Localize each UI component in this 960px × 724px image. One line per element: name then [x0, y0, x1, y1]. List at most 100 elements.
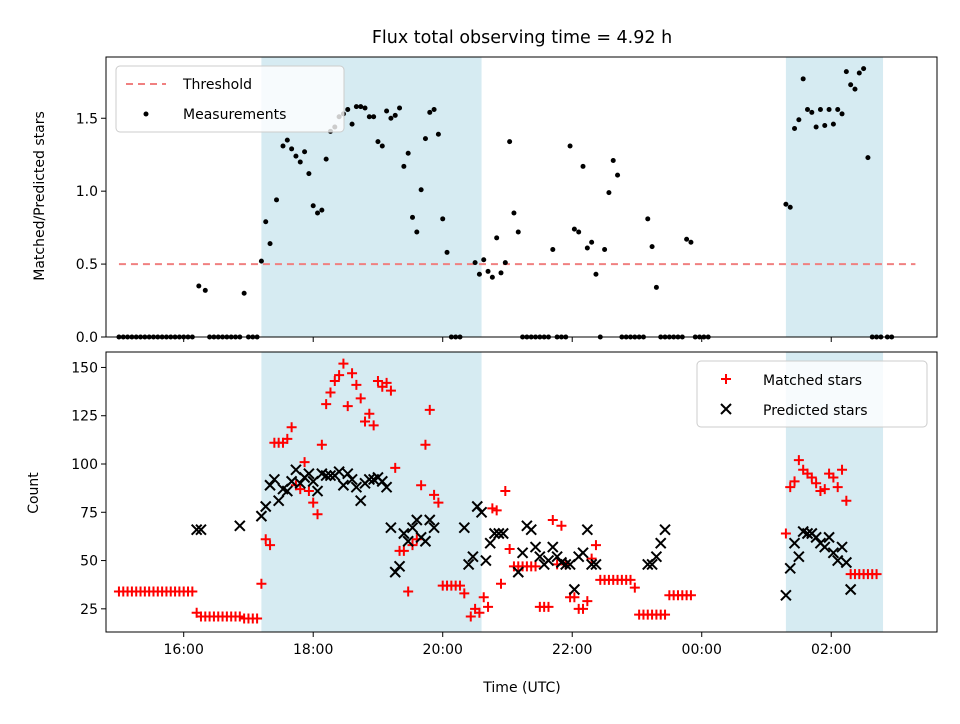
matched-point [360, 416, 371, 427]
measurement-point [813, 124, 819, 130]
measurement-point [289, 146, 295, 152]
matched-point [491, 505, 502, 516]
legend-box [696, 360, 928, 428]
measurement-point [826, 107, 832, 112]
y-tick-label: 150 [71, 360, 98, 376]
predicted-point [363, 473, 376, 486]
y-tick-label: 1.0 [76, 184, 98, 200]
y-tick-label: 0.5 [76, 257, 98, 273]
matched-point [660, 609, 671, 620]
measurement-point [392, 112, 398, 118]
measurement-point [284, 137, 290, 143]
legend-label: Threshold [182, 77, 252, 93]
measurement-point [293, 153, 299, 159]
predicted-point [462, 558, 475, 571]
measurement-point [258, 258, 264, 264]
x-tick-label: 16:00 [164, 642, 204, 658]
predicted-point [534, 550, 546, 563]
measurement-point [323, 156, 329, 162]
matched-point [832, 482, 843, 493]
predicted-point [294, 477, 306, 490]
measurement-point [615, 172, 621, 178]
legend-label: Measurements [183, 107, 286, 123]
matched-point [478, 592, 489, 603]
measurement-point [511, 210, 517, 216]
predicted-point [281, 485, 294, 497]
measurement-point [610, 158, 616, 164]
measurement-point [606, 190, 612, 196]
predicted-point [801, 527, 814, 540]
measurement-point [649, 244, 655, 250]
matched-point [368, 420, 379, 431]
matched-point [282, 433, 293, 444]
measurement-point [310, 203, 316, 209]
measurement-point [379, 143, 385, 149]
y-tick-label: 75 [80, 505, 98, 521]
predicted-point [428, 522, 440, 534]
predicted-point [585, 558, 598, 571]
measurement-point [645, 216, 651, 222]
measurement-point [602, 247, 608, 252]
y-tick-label: 25 [80, 602, 98, 618]
predicted-point [780, 589, 792, 602]
panel-frame [105, 351, 938, 633]
matched-point [483, 601, 494, 612]
matched-point [837, 464, 848, 475]
matched-point [303, 486, 314, 497]
measurement-point [345, 107, 351, 112]
x-tick-label: 00:00 [682, 642, 722, 658]
x-tick-label: 20:00 [423, 642, 463, 658]
predicted-point [354, 494, 367, 507]
measurement-point [498, 270, 504, 276]
measurement-point [502, 260, 508, 266]
top-legend: Threshold Measurements [115, 65, 345, 133]
measurement-point [809, 109, 815, 115]
predicted-point [398, 527, 410, 540]
predicted-point [402, 535, 414, 547]
measurement-point [362, 105, 368, 111]
predicted-point [346, 473, 358, 486]
predicted-point [324, 469, 337, 482]
matched-point [828, 472, 839, 483]
measurement-point [839, 111, 845, 117]
predicted-point [488, 527, 501, 540]
y-tick-label: 0.0 [76, 330, 98, 346]
measurement-point [589, 239, 595, 245]
measurement-point [358, 104, 364, 110]
matched-point [841, 495, 852, 506]
matched-point [364, 408, 375, 419]
predicted-point [784, 562, 796, 574]
predicted-point [424, 514, 436, 526]
x-axis-label: Time (UTC) [482, 680, 560, 696]
matched-point [390, 462, 401, 473]
measurement-point [843, 69, 849, 75]
matched-point [381, 377, 392, 388]
matched-point [416, 480, 427, 491]
predicted-point [268, 473, 281, 486]
predicted-point [650, 550, 663, 563]
measurement-point [280, 143, 286, 149]
measurement-point [427, 109, 433, 115]
legend-predicted-swatch [720, 403, 732, 415]
predicted-point [529, 541, 542, 553]
predicted-point [337, 479, 350, 491]
matched-point [265, 540, 276, 551]
predicted-point [264, 479, 276, 491]
predicted-point [836, 541, 848, 553]
predicted-point [646, 558, 658, 571]
matched-point [398, 545, 409, 556]
measurement-point [371, 114, 377, 120]
predicted-point [512, 566, 524, 578]
measurement-point [241, 290, 247, 296]
measurement-point [431, 107, 437, 112]
legend-matched-swatch [721, 374, 731, 384]
shaded-interval-1 [785, 57, 884, 337]
legend-label: Predicted stars [763, 403, 868, 419]
matched-point [351, 379, 362, 390]
matched-point [495, 578, 506, 589]
measurement-point [435, 131, 441, 137]
predicted-point [823, 531, 835, 544]
predicted-point [568, 583, 581, 596]
predicted-point [547, 541, 559, 553]
predicted-point [484, 537, 496, 549]
